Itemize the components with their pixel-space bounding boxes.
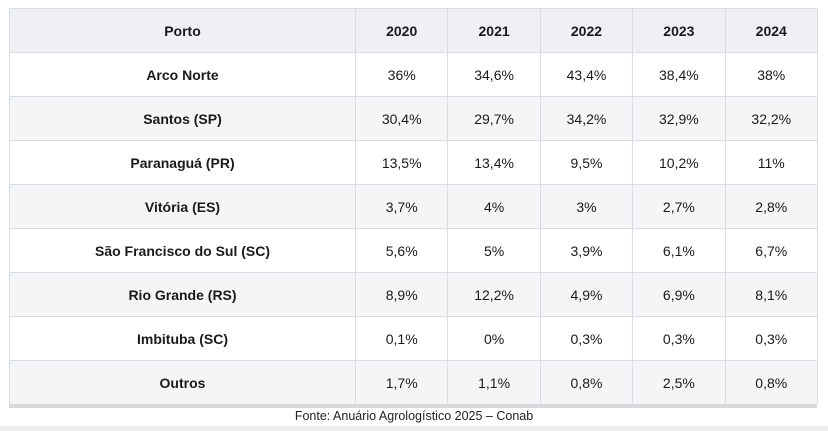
table-cell: 0,8% — [539, 360, 634, 405]
table-cell: 38,4% — [632, 52, 726, 97]
table-cell: 4% — [447, 184, 541, 229]
table-cell: 34,6% — [447, 52, 541, 97]
table-cell: 29,7% — [447, 96, 541, 141]
table-row: Imbituba (SC) 0,1% 0% 0,3% 0,3% 0,3% — [9, 316, 818, 361]
header-2022: 2022 — [539, 8, 634, 53]
table-row: Rio Grande (RS) 8,9% 12,2% 4,9% 6,9% 8,1… — [9, 272, 818, 317]
horizontal-scrollbar[interactable] — [9, 405, 817, 408]
header-porto: Porto — [9, 8, 356, 53]
table-cell: 34,2% — [539, 96, 634, 141]
table-row: Vitória (ES) 3,7% 4% 3% 2,7% 2,8% — [9, 184, 818, 229]
table-row: Santos (SP) 30,4% 29,7% 34,2% 32,9% 32,2… — [9, 96, 818, 141]
header-2023: 2023 — [632, 8, 726, 53]
table-cell: 6,1% — [632, 228, 726, 273]
table-cell: 30,4% — [354, 96, 449, 141]
port-name: São Francisco do Sul (SC) — [9, 228, 356, 273]
table-cell: 8,1% — [724, 272, 818, 317]
table-cell: 4,9% — [539, 272, 634, 317]
table-cell: 0,3% — [539, 316, 634, 361]
header-row: Porto 2020 2021 2022 2023 2024 — [9, 8, 818, 53]
table-cell: 13,4% — [447, 140, 541, 185]
port-name: Vitória (ES) — [9, 184, 356, 229]
table-cell: 3,9% — [539, 228, 634, 273]
table-cell: 32,9% — [632, 96, 726, 141]
table-cell: 13,5% — [354, 140, 449, 185]
table-cell: 9,5% — [539, 140, 634, 185]
table-cell: 3% — [539, 184, 634, 229]
table-row: Paranaguá (PR) 13,5% 13,4% 9,5% 10,2% 11… — [9, 140, 818, 185]
source-caption: Fonte: Anuário Agrologístico 2025 – Cona… — [294, 409, 534, 423]
table-cell: 32,2% — [724, 96, 818, 141]
table-cell: 43,4% — [539, 52, 634, 97]
table-cell: 1,7% — [354, 360, 449, 405]
table-cell: 5% — [447, 228, 541, 273]
header-2024: 2024 — [724, 8, 818, 53]
table-cell: 2,7% — [632, 184, 726, 229]
port-name: Rio Grande (RS) — [9, 272, 356, 317]
port-name: Santos (SP) — [9, 96, 356, 141]
port-name: Paranaguá (PR) — [9, 140, 356, 185]
table-cell: 0,1% — [354, 316, 449, 361]
table-cell: 6,9% — [632, 272, 726, 317]
table-row: São Francisco do Sul (SC) 5,6% 5% 3,9% 6… — [9, 228, 818, 273]
table-cell: 36% — [354, 52, 449, 97]
table-row: Outros 1,7% 1,1% 0,8% 2,5% 0,8% — [9, 360, 818, 405]
header-2021: 2021 — [447, 8, 541, 53]
port-name: Imbituba (SC) — [9, 316, 356, 361]
port-name: Outros — [9, 360, 356, 405]
table-cell: 2,5% — [632, 360, 726, 405]
table-body: Arco Norte 36% 34,6% 43,4% 38,4% 38% San… — [9, 52, 818, 405]
table-header: Porto 2020 2021 2022 2023 2024 — [9, 8, 818, 53]
table-cell: 5,6% — [354, 228, 449, 273]
table-cell: 0% — [447, 316, 541, 361]
table-cell: 1,1% — [447, 360, 541, 405]
port-name: Arco Norte — [9, 52, 356, 97]
table-cell: 38% — [724, 52, 818, 97]
table-cell: 10,2% — [632, 140, 726, 185]
table-cell: 3,7% — [354, 184, 449, 229]
table-cell: 12,2% — [447, 272, 541, 317]
table-row: Arco Norte 36% 34,6% 43,4% 38,4% 38% — [9, 52, 818, 97]
table-cell: 0,3% — [724, 316, 818, 361]
table-cell: 8,9% — [354, 272, 449, 317]
table-cell: 11% — [724, 140, 818, 185]
table-cell: 2,8% — [724, 184, 818, 229]
table-cell: 6,7% — [724, 228, 818, 273]
table-cell: 0,3% — [632, 316, 726, 361]
page-bottom-divider — [0, 426, 828, 431]
table-cell: 0,8% — [724, 360, 818, 405]
ports-share-table: Porto 2020 2021 2022 2023 2024 Arco Nort… — [9, 8, 818, 405]
header-2020: 2020 — [354, 8, 449, 53]
